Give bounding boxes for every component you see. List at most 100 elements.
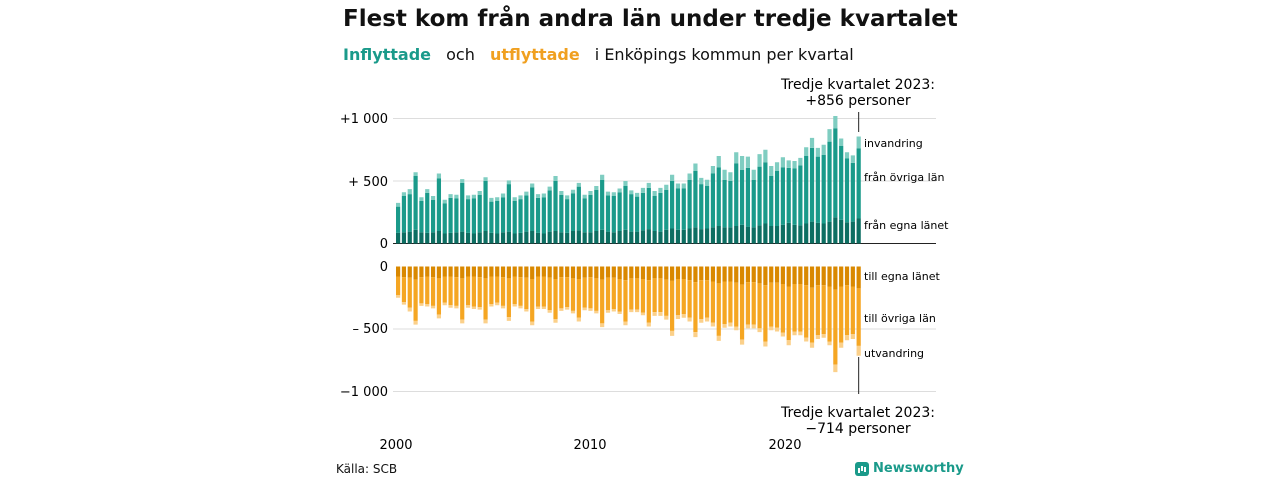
- bar-out-local-76: [839, 266, 844, 287]
- bar-in-local-12: [465, 232, 471, 244]
- bar-out-abroad-66: [780, 332, 785, 337]
- bar-in-other-21: [518, 199, 523, 233]
- newsworthy-icon: [855, 461, 869, 476]
- bar-in-abroad-69: [798, 157, 803, 166]
- bar-out-abroad-64: [769, 326, 774, 331]
- bar-out-other-41: [635, 278, 640, 310]
- bar-out-abroad-52: [699, 319, 704, 323]
- bar-in-abroad-1: [401, 192, 407, 196]
- bar-out-abroad-38: [617, 311, 622, 314]
- bar-in-other-10: [454, 198, 459, 233]
- bar-in-abroad-59: [739, 156, 745, 170]
- y-tick-top-500: + 500: [348, 175, 388, 190]
- bar-in-local-17: [495, 233, 500, 244]
- bar-out-local-56: [722, 266, 727, 282]
- bar-out-other-76: [839, 286, 844, 343]
- bar-out-local-31: [576, 266, 581, 279]
- bar-out-local-79: [856, 266, 861, 289]
- bar-out-local-72: [815, 266, 820, 286]
- bar-out-abroad-63: [763, 341, 768, 347]
- bar-out-local-22: [524, 266, 529, 278]
- bar-in-other-65: [774, 171, 780, 226]
- bar-out-abroad-14: [477, 307, 482, 310]
- bar-in-abroad-0: [396, 202, 401, 207]
- bar-out-local-23: [530, 266, 535, 279]
- bar-out-abroad-0: [396, 295, 401, 298]
- bar-out-local-78: [850, 266, 855, 287]
- bar-out-other-69: [798, 284, 803, 332]
- annotation-bottom-line2: −714 personer: [805, 421, 911, 437]
- bar-out-local-55: [716, 266, 721, 284]
- bar-in-local-48: [675, 229, 681, 244]
- bar-out-local-10: [454, 266, 459, 278]
- bar-in-local-26: [547, 231, 552, 244]
- bar-out-other-32: [582, 277, 587, 308]
- bar-in-local-29: [565, 232, 570, 244]
- bar-in-abroad-61: [751, 169, 756, 180]
- bar-out-abroad-73: [821, 334, 826, 338]
- bar-out-other-30: [570, 278, 576, 311]
- bar-out-other-34: [594, 278, 599, 311]
- bar-in-other-27: [553, 181, 558, 231]
- bar-in-abroad-77: [844, 152, 850, 159]
- bar-in-other-50: [687, 179, 692, 229]
- bar-in-abroad-10: [454, 194, 459, 199]
- bar-in-other-37: [611, 196, 616, 233]
- bar-out-local-30: [570, 266, 576, 279]
- bar-in-other-55: [716, 167, 721, 226]
- bar-out-abroad-60: [745, 324, 750, 329]
- bar-out-local-42: [640, 266, 646, 279]
- bar-out-other-17: [495, 276, 500, 303]
- bar-in-other-14: [477, 194, 482, 233]
- bar-in-local-74: [827, 221, 832, 244]
- bar-in-local-42: [640, 230, 646, 244]
- bar-in-other-25: [541, 197, 546, 234]
- bar-in-other-70: [804, 156, 809, 224]
- bar-out-local-15: [483, 266, 488, 279]
- bar-in-abroad-74: [827, 129, 832, 142]
- bar-in-local-20: [512, 233, 517, 244]
- bar-in-local-79: [856, 218, 861, 244]
- bar-out-local-1: [401, 266, 407, 278]
- bar-out-local-2: [407, 266, 412, 278]
- bar-out-local-63: [763, 266, 768, 286]
- bar-out-other-65: [774, 282, 780, 328]
- bar-out-other-33: [588, 277, 593, 309]
- bar-out-local-43: [646, 266, 651, 281]
- bar-out-local-75: [833, 266, 838, 290]
- bar-in-local-30: [570, 231, 576, 244]
- bar-in-abroad-58: [734, 152, 739, 164]
- bar-out-other-38: [617, 279, 622, 312]
- subtitle-in-label: Inflyttade: [343, 45, 432, 64]
- bar-out-abroad-15: [483, 319, 488, 324]
- bar-out-other-75: [833, 289, 838, 365]
- source-note: Källa: SCB: [336, 462, 398, 476]
- bar-in-abroad-60: [745, 156, 750, 168]
- bar-in-abroad-12: [465, 195, 471, 200]
- bar-out-local-34: [594, 266, 599, 279]
- bar-in-other-66: [780, 167, 785, 225]
- bar-in-local-78: [850, 221, 855, 244]
- bar-out-other-78: [850, 286, 855, 334]
- bar-out-abroad-72: [815, 335, 820, 339]
- bar-in-abroad-57: [728, 172, 733, 181]
- bar-out-abroad-10: [454, 305, 459, 309]
- bar-in-local-66: [780, 224, 785, 244]
- bar-out-abroad-22: [524, 309, 529, 312]
- bar-out-other-50: [687, 280, 692, 318]
- bar-in-local-45: [658, 231, 663, 244]
- bar-in-abroad-68: [792, 161, 797, 169]
- bar-out-abroad-69: [798, 331, 803, 336]
- bar-out-other-14: [477, 277, 482, 308]
- bar-in-other-29: [565, 199, 570, 233]
- bar-out-local-62: [757, 266, 762, 284]
- label-invandring: invandring: [864, 137, 923, 150]
- bar-in-other-54: [710, 173, 716, 228]
- bar-in-other-73: [821, 154, 826, 224]
- bar-in-abroad-6: [430, 196, 436, 200]
- bar-in-local-9: [448, 232, 453, 244]
- bar-out-abroad-71: [809, 342, 815, 348]
- bar-out-other-24: [535, 276, 541, 307]
- bar-in-other-23: [530, 187, 535, 231]
- bar-in-other-12: [465, 199, 471, 233]
